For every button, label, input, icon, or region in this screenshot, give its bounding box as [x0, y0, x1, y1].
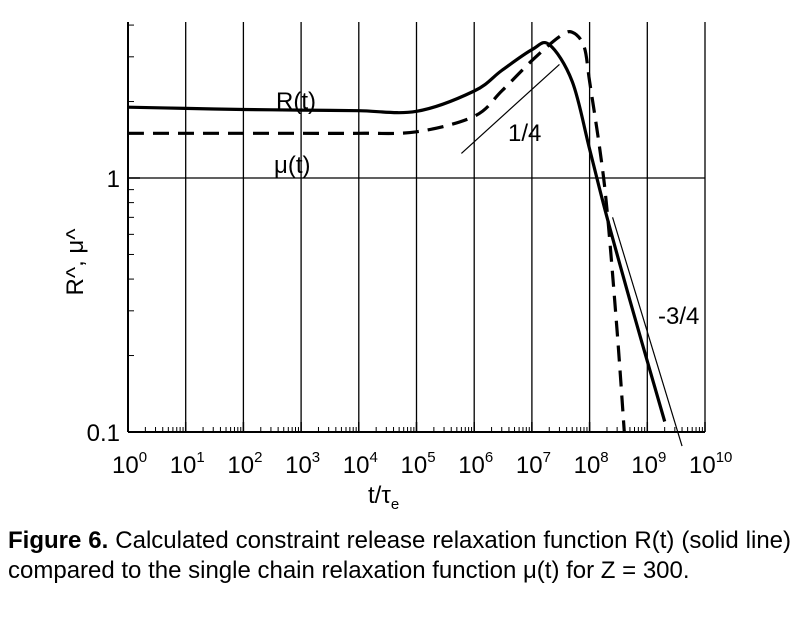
- x-tick-label: 101: [170, 449, 205, 479]
- grid-lines: [127, 22, 706, 432]
- series-lines: [127, 29, 667, 433]
- x-tick-label: 102: [227, 449, 262, 479]
- y-tick-label: 1: [107, 166, 120, 193]
- x-tick-label: 105: [401, 449, 436, 479]
- chart: 100 101 102 103 104 105 106 107 108 109 1010 10.1 …: [62, 22, 732, 513]
- slope-line: [460, 63, 560, 154]
- x-tick-label: 109: [631, 449, 666, 479]
- y-axis-ticks: 10.1: [87, 24, 140, 447]
- series-line-mu: [127, 29, 626, 433]
- series-line-r: [127, 40, 667, 422]
- x-tick-label: 1010: [689, 449, 732, 479]
- annotation-slope-minus-three-quarter: -3/4: [658, 303, 699, 330]
- figure-caption: Figure 6. Calculated constraint release …: [8, 526, 791, 586]
- annotation-r-label: R(t): [276, 88, 316, 115]
- x-tick-label: 103: [285, 449, 320, 479]
- x-axis-label: t/τe: [368, 482, 399, 513]
- y-tick-label: 0.1: [87, 420, 120, 447]
- axis-labels: t/τe R^, μ^: [62, 228, 399, 513]
- caption-text: Calculated constraint release relaxation…: [8, 527, 792, 584]
- x-tick-label: 106: [458, 449, 493, 479]
- slope-line: [611, 217, 683, 447]
- annotations: R(t) μ(t) 1/4 -3/4: [274, 88, 699, 330]
- x-tick-label: 107: [516, 449, 551, 479]
- x-tick-label: 108: [574, 449, 609, 479]
- x-tick-label: 100: [112, 449, 147, 479]
- caption-label: Figure 6.: [8, 527, 109, 554]
- annotation-slope-quarter: 1/4: [508, 120, 541, 147]
- y-axis-label: R^, μ^: [62, 228, 89, 296]
- annotation-mu-label: μ(t): [274, 152, 310, 179]
- slope-reference-lines: [460, 63, 683, 447]
- x-tick-label: 104: [343, 449, 378, 479]
- x-axis-ticks: 100 101 102 103 104 105 106 107 108 109 1010: [112, 422, 732, 479]
